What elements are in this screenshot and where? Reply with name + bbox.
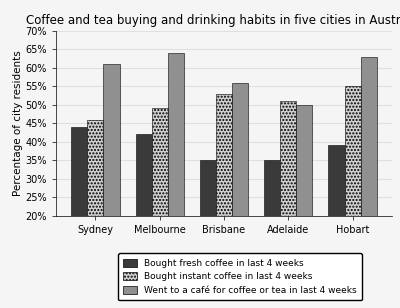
- Title: Coffee and tea buying and drinking habits in five cities in Australia: Coffee and tea buying and drinking habit…: [26, 14, 400, 27]
- Bar: [104, 64, 120, 290]
- Bar: [87, 120, 104, 290]
- Bar: [71, 127, 87, 290]
- Bar: [152, 108, 168, 290]
- Bar: [296, 105, 312, 290]
- Bar: [328, 145, 344, 290]
- Bar: [344, 86, 361, 290]
- Bar: [200, 160, 216, 290]
- Bar: [136, 134, 152, 290]
- Bar: [168, 53, 184, 290]
- Legend: Bought fresh coffee in last 4 weeks, Bought instant coffee in last 4 weeks, Went: Bought fresh coffee in last 4 weeks, Bou…: [118, 253, 362, 300]
- Bar: [264, 160, 280, 290]
- Bar: [216, 94, 232, 290]
- Bar: [280, 101, 296, 290]
- Bar: [232, 83, 248, 290]
- Bar: [361, 57, 377, 290]
- Y-axis label: Percentage of city residents: Percentage of city residents: [12, 50, 22, 196]
